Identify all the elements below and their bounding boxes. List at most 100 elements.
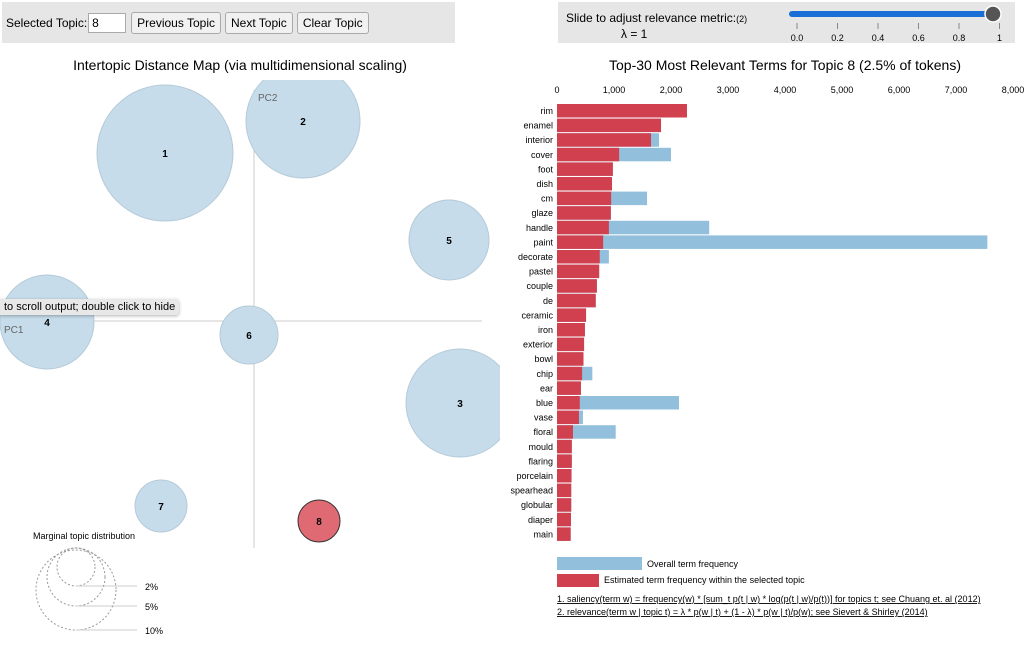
term-label[interactable]: exterior [523, 340, 553, 350]
topic-frequency-bar[interactable] [557, 425, 573, 439]
term-label[interactable]: iron [538, 325, 553, 335]
term-label[interactable]: decorate [518, 252, 553, 262]
topic-frequency-bar[interactable] [557, 133, 652, 147]
topic-frequency-bar[interactable] [557, 220, 609, 235]
topic-frequency-bar[interactable] [557, 250, 600, 264]
topic-frequency-bar[interactable] [557, 279, 597, 293]
next-topic-button[interactable]: Next Topic [225, 11, 293, 34]
overall-frequency-bar[interactable] [557, 235, 988, 249]
topic-bubble[interactable] [0, 274, 95, 370]
x-tick-label: 2,000 [660, 85, 683, 95]
term-label[interactable]: ear [540, 383, 553, 393]
term-label[interactable]: floral [533, 427, 553, 437]
topic-circle-6[interactable]: 6 [219, 305, 279, 365]
topic-circle-2[interactable]: 2 [245, 80, 361, 179]
slider-track[interactable] [789, 11, 994, 17]
relevance-slider[interactable]: 0.0 0.2 0.4 0.6 0.8 1 [783, 2, 1013, 43]
term-label[interactable]: bowl [534, 354, 553, 364]
topic-frequency-bar[interactable] [557, 469, 572, 483]
topic-frequency-bar[interactable] [557, 264, 600, 279]
term-label[interactable]: rim [541, 106, 554, 116]
topic-bubble[interactable] [245, 80, 361, 179]
term-label[interactable]: foot [538, 164, 554, 174]
topic-frequency-bar[interactable] [557, 439, 572, 454]
term-label[interactable]: ceramic [521, 310, 553, 320]
topic-frequency-bar[interactable] [557, 162, 613, 176]
footnote-link[interactable]: 1. saliency(term w) = frequency(w) * [su… [557, 594, 981, 604]
topic-frequency-bar[interactable] [557, 512, 571, 527]
legend-topic-label: Estimated term frequency within the sele… [604, 575, 805, 585]
topic-frequency-bar[interactable] [557, 396, 580, 410]
topic-frequency-bar[interactable] [557, 118, 662, 133]
output-scroll-tooltip: to scroll output; double click to hide [0, 299, 180, 315]
topic-bubble[interactable] [96, 84, 234, 222]
selected-topic-input[interactable] [88, 12, 127, 33]
term-label[interactable]: globular [521, 500, 553, 510]
topic-frequency-bar[interactable] [557, 366, 583, 381]
topic-frequency-bar[interactable] [557, 381, 581, 395]
intertopic-map-title: Intertopic Distance Map (via multidimens… [73, 57, 407, 73]
topic-bubble[interactable] [134, 479, 188, 533]
topic-frequency-bar[interactable] [557, 177, 613, 191]
topic-circle-3[interactable]: 3 [405, 348, 500, 458]
term-label[interactable]: handle [526, 223, 553, 233]
topic-frequency-bar[interactable] [557, 147, 620, 162]
topic-frequency-bar[interactable] [557, 483, 572, 498]
slider-tick-label: 0.8 [953, 33, 966, 43]
term-label[interactable]: couple [526, 281, 553, 291]
topic-frequency-bar[interactable] [557, 352, 584, 366]
topic-circle-4[interactable]: 4 [0, 274, 95, 370]
topic-frequency-bar[interactable] [557, 337, 585, 352]
topic-frequency-bar[interactable] [557, 410, 579, 425]
previous-topic-button[interactable]: Previous Topic [131, 11, 221, 34]
topic-bubble[interactable] [408, 199, 490, 281]
term-label[interactable]: enamel [523, 121, 553, 131]
topic-bubble[interactable] [219, 305, 279, 365]
topic-frequency-bar[interactable] [557, 308, 587, 322]
term-label[interactable]: pastel [529, 267, 553, 277]
term-label[interactable]: blue [536, 398, 553, 408]
x-tick-label: 4,000 [774, 85, 797, 95]
x-tick-label: 6,000 [888, 85, 911, 95]
clear-topic-button[interactable]: Clear Topic [296, 11, 369, 34]
term-label[interactable]: glaze [531, 208, 553, 218]
term-label[interactable]: paint [533, 237, 553, 247]
topic-circle-8[interactable]: 8 [297, 499, 341, 543]
topic-circle-5[interactable]: 5 [408, 199, 490, 281]
topic-bubble[interactable] [297, 499, 341, 543]
topic-circle-1[interactable]: 1 [96, 84, 234, 222]
term-label[interactable]: porcelain [516, 471, 553, 481]
topic-frequency-bar[interactable] [557, 206, 611, 220]
term-label[interactable]: cm [541, 194, 553, 204]
term-label[interactable]: cover [531, 150, 553, 160]
term-label[interactable]: de [543, 296, 553, 306]
term-label[interactable]: mould [528, 442, 553, 452]
selected-topic-label: Selected Topic: [6, 15, 88, 30]
topic-frequency-bar[interactable] [557, 527, 571, 541]
slider-label: Slide to adjust relevance metric: [566, 11, 737, 25]
topic-frequency-bar[interactable] [557, 104, 687, 118]
topic-frequency-bar[interactable] [557, 235, 604, 249]
term-label[interactable]: interior [525, 135, 553, 145]
topic-bubble[interactable] [405, 348, 500, 458]
x-tick-label: 8,000 [1002, 85, 1024, 95]
topic-frequency-bar[interactable] [557, 454, 572, 468]
topic-circle-7[interactable]: 7 [134, 479, 188, 533]
term-label[interactable]: spearhead [510, 486, 553, 496]
term-label[interactable]: dish [536, 179, 553, 189]
topic-frequency-bar[interactable] [557, 323, 585, 337]
marginal-label: 2% [145, 582, 158, 592]
term-label[interactable]: main [533, 529, 553, 539]
term-label[interactable]: flaring [528, 456, 553, 466]
term-label[interactable]: diaper [528, 515, 553, 525]
overall-frequency-bar[interactable] [557, 396, 679, 410]
topic-frequency-bar[interactable] [557, 498, 572, 512]
slider-handle[interactable] [984, 5, 1002, 23]
footnote-link[interactable]: 2. relevance(term w | topic t) = λ * p(w… [557, 607, 928, 617]
topic-frequency-bar[interactable] [557, 293, 596, 308]
topic-frequency-bar[interactable] [557, 191, 612, 206]
term-label[interactable]: vase [534, 413, 553, 423]
term-label[interactable]: chip [536, 369, 553, 379]
footnote-ref: (2) [736, 14, 748, 24]
slider-tick-label: 0.6 [912, 33, 925, 43]
